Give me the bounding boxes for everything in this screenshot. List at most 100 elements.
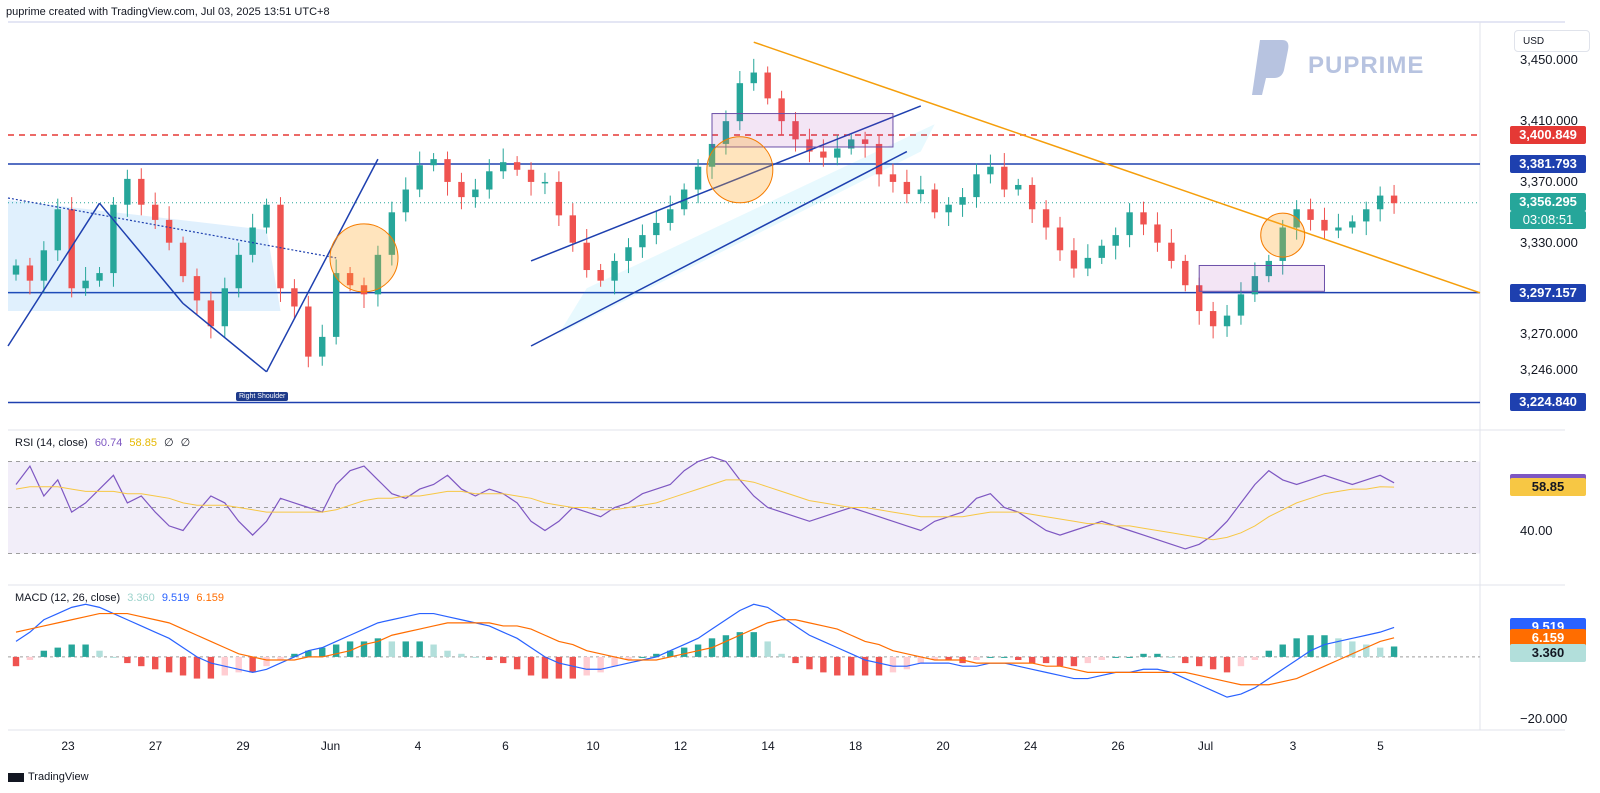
candle-body [639, 235, 646, 248]
macd-histogram-bar [667, 650, 674, 657]
macd-histogram-bar [569, 656, 576, 679]
time-tick-label: 18 [848, 739, 863, 753]
macd-histogram-bar [1265, 650, 1272, 657]
time-tick-label: 26 [1111, 739, 1125, 753]
macd-tick-label: −20.000 [1520, 710, 1568, 726]
candle-body [165, 219, 173, 243]
price-tick-label: 3,246.000 [1520, 362, 1578, 378]
macd-histogram-bar [486, 656, 493, 660]
candle-body [305, 306, 312, 357]
candle-body [1251, 276, 1259, 295]
candle-body [110, 204, 117, 274]
macd-histogram-bar [1168, 656, 1175, 658]
candle-body [1182, 260, 1189, 286]
macd-legend[interactable]: MACD (12, 26, close) 3.360 9.519 6.159 [15, 592, 224, 604]
macd-histogram-bar [861, 656, 869, 676]
candle-body [1140, 212, 1147, 225]
macd-histogram-bar [319, 647, 326, 657]
time-tick-label: 23 [61, 739, 75, 753]
candle-body [138, 178, 145, 205]
candle-body [472, 189, 479, 198]
candle-body [667, 209, 674, 223]
macd-histogram-bar [193, 656, 201, 679]
candle-body [903, 181, 911, 195]
candle-body [249, 227, 256, 255]
neckline-dotted [7, 197, 337, 259]
candle-body [583, 242, 590, 271]
breakout-circle [1260, 212, 1306, 258]
macd-histogram-bar [1349, 641, 1356, 657]
price-tick-label: 3,450.000 [1520, 52, 1578, 68]
time-tick-label: 20 [936, 739, 950, 753]
macd-histogram-bar [611, 656, 618, 667]
macd-histogram-bar [1307, 635, 1314, 657]
macd-histogram-bar [750, 632, 757, 657]
candle-body [1279, 227, 1286, 261]
channel-shade [558, 124, 935, 334]
candle-body [1126, 212, 1133, 236]
candle-body [1307, 209, 1314, 220]
macd-histogram-bar [430, 644, 437, 657]
candle-body [416, 165, 423, 190]
candle-body [374, 254, 382, 295]
macd-histogram-bar [792, 656, 799, 664]
channel-upper [530, 105, 922, 262]
macd-histogram-bar [152, 656, 159, 670]
macd-histogram-bar [973, 656, 980, 660]
price-tick-label: 3,370.000 [1520, 173, 1578, 189]
time-tick-label: 10 [586, 739, 600, 753]
hs-line-2 [98, 202, 184, 304]
macd-histogram-bar [1335, 638, 1342, 657]
candle-body [611, 260, 618, 281]
candle-body [987, 166, 994, 175]
candle-body [1209, 311, 1217, 327]
macd-histogram-bar [1070, 656, 1078, 667]
candle-body [500, 162, 507, 172]
macd-histogram-bar [1042, 656, 1050, 664]
zone-rect-1 [711, 113, 894, 148]
time-tick-label: 3 [1289, 739, 1297, 753]
macd-histogram-bar [889, 656, 897, 673]
time-tick-label: Jun [320, 739, 341, 753]
price-tick-label: 3,410.000 [1520, 113, 1578, 129]
macd-histogram-bar [1376, 647, 1384, 657]
candle-body [221, 288, 228, 327]
candle-body [875, 143, 883, 175]
macd-histogram-bar [68, 644, 75, 657]
candle-body [889, 174, 897, 182]
macd-histogram-bar [820, 656, 827, 673]
candle-body [1363, 209, 1370, 222]
macd-histogram-bar [249, 656, 256, 673]
candle-body [263, 204, 270, 228]
candle-body [82, 280, 89, 289]
descending-trendline [753, 41, 1481, 294]
macd-histogram-bar [1154, 653, 1161, 657]
header-attribution: puprime created with TradingView.com, Ju… [6, 6, 330, 18]
currency-selector[interactable]: USD [1514, 30, 1590, 52]
candle-body [848, 139, 855, 149]
candle-body [124, 178, 131, 205]
candle-body [917, 189, 924, 195]
macd-histogram-bar [82, 644, 89, 657]
candle-body [277, 204, 284, 289]
signal-line [15, 612, 1395, 686]
macd-histogram-bar [806, 656, 813, 670]
tradingview-text: TradingView [28, 771, 89, 783]
macd-histogram-bar [583, 656, 590, 676]
macd-histogram-bar [416, 641, 423, 657]
candle-body [430, 159, 437, 166]
macd-histogram-bar [1140, 653, 1147, 657]
hs-line-3 [182, 302, 268, 373]
macd-histogram-bar [388, 641, 396, 657]
rsi-legend[interactable]: RSI (14, close) 60.74 58.85 ∅ ∅ [15, 436, 190, 449]
macd-histogram-bar [625, 656, 632, 660]
price-tick-label: 3,330.000 [1520, 234, 1578, 250]
time-tick-label: 12 [673, 739, 688, 753]
candle-body [1168, 242, 1175, 261]
macd-histogram-bar [945, 656, 952, 660]
candle-body [1084, 257, 1092, 269]
candle-body [625, 247, 632, 261]
macd-histogram-bar [402, 641, 409, 657]
macd-histogram-bar [917, 656, 924, 664]
